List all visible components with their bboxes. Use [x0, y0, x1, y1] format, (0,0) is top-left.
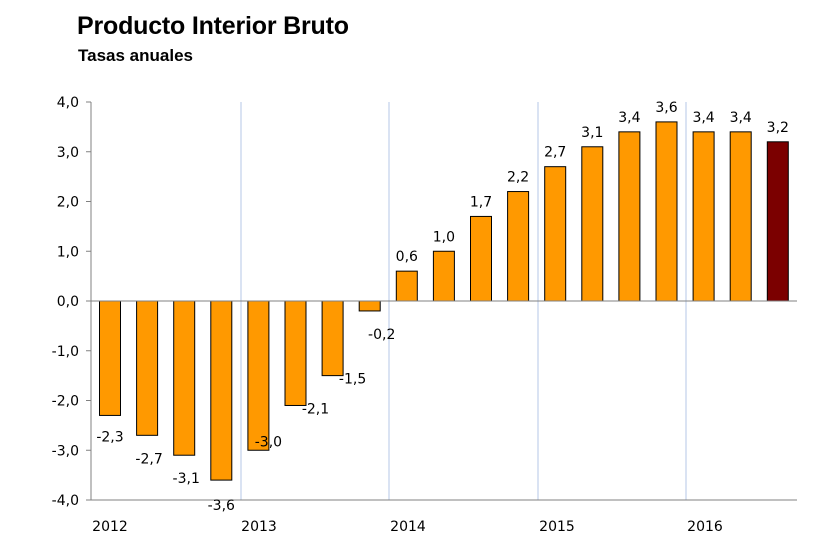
- data-label: -0,2: [368, 327, 395, 343]
- y-tick-label: -1,0: [52, 344, 79, 360]
- y-tick-label: -2,0: [52, 394, 79, 410]
- bar: [99, 300, 121, 416]
- bar: [358, 300, 381, 312]
- y-tick-label: 3,0: [57, 145, 79, 161]
- chart-title: Producto Interior Bruto: [77, 12, 349, 40]
- y-tick-label: -3,0: [52, 443, 79, 459]
- bar: [247, 300, 270, 451]
- data-label: 3,1: [581, 125, 603, 141]
- y-tick-label: 4,0: [57, 95, 79, 111]
- bar: [729, 131, 752, 302]
- data-label: 0,6: [396, 249, 418, 265]
- data-label: -2,7: [135, 451, 162, 467]
- bar: [618, 131, 641, 302]
- x-year-label: 2016: [687, 519, 723, 535]
- bar: [581, 146, 604, 302]
- y-tick-label: -4,0: [52, 493, 79, 509]
- data-label: -1,5: [339, 372, 366, 388]
- data-label: 1,7: [470, 194, 492, 210]
- data-label: -3,0: [255, 434, 282, 450]
- data-label: 3,6: [655, 100, 677, 116]
- bar: [470, 215, 492, 302]
- x-year-label: 2013: [241, 519, 277, 535]
- data-label: 3,4: [618, 110, 640, 126]
- bar: [395, 270, 418, 302]
- y-tick-label: 0,0: [57, 294, 79, 310]
- data-label: 1,0: [433, 229, 455, 245]
- y-tick-label: 2,0: [57, 195, 79, 211]
- bar: [692, 131, 715, 302]
- bar: [766, 141, 789, 302]
- bar: [284, 300, 307, 406]
- data-label: -3,6: [208, 498, 235, 514]
- bar: [544, 166, 567, 302]
- x-year-label: 2015: [539, 519, 575, 535]
- x-year-label: 2012: [92, 519, 128, 535]
- data-label: 3,4: [730, 110, 752, 126]
- bar: [507, 191, 530, 302]
- data-label: 2,7: [544, 145, 566, 161]
- data-label: -2,3: [96, 429, 123, 445]
- data-label: 3,4: [692, 110, 714, 126]
- data-label: 3,2: [767, 120, 789, 136]
- data-label: -2,1: [302, 401, 329, 417]
- bar: [321, 300, 344, 377]
- bar: [210, 300, 233, 481]
- bar: [655, 121, 678, 302]
- data-label: -3,1: [173, 471, 200, 487]
- data-label: 2,2: [507, 170, 529, 186]
- bar: [432, 250, 455, 302]
- y-tick-label: 1,0: [57, 244, 79, 260]
- x-year-label: 2014: [390, 519, 426, 535]
- chart-subtitle: Tasas anuales: [78, 46, 193, 65]
- bar: [173, 300, 196, 456]
- bar: [136, 300, 159, 436]
